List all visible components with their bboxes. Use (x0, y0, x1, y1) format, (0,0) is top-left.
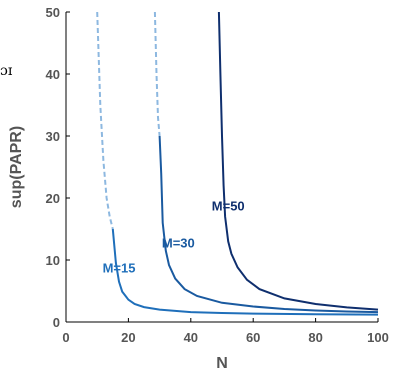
x-axis-title: N (216, 355, 228, 372)
series-label-M=30: M=30 (162, 236, 195, 251)
y-tick-label: 10 (46, 253, 60, 268)
y-tick-label: 40 (46, 67, 60, 82)
ticks: 0 20 40 60 80 100 0 10 20 30 40 50 (46, 5, 389, 345)
y-tick-label: 50 (46, 5, 60, 20)
axes (65, 12, 378, 323)
x-tick-label: 40 (184, 330, 198, 345)
series-line-M=15 (111, 228, 379, 316)
series-labels: M=15 M=30 M=50 (103, 198, 245, 275)
x-tick-label: 0 (62, 330, 69, 345)
y-tick-label: 30 (46, 129, 60, 144)
series-label-M=50: M=50 (212, 198, 245, 213)
series-line-dashed-M=30 (153, 11, 161, 137)
x-tick-label: 20 (121, 330, 135, 345)
y-axis-title: sup(PAPR) (8, 126, 25, 208)
series-line-dashed-M=15 (96, 11, 114, 230)
series-line-M=30 (158, 135, 379, 314)
x-tick-label: 60 (246, 330, 260, 345)
series-label-M=15: M=15 (103, 260, 136, 275)
x-tick-label: 80 (308, 330, 322, 345)
x-tick-label: 100 (367, 330, 389, 345)
stray-glyph-text: ɔɪ (0, 63, 13, 79)
y-tick-label: 0 (53, 315, 60, 330)
y-tick-label: 20 (46, 191, 60, 206)
plot-area (96, 11, 379, 316)
series-line-M=50 (217, 11, 379, 311)
